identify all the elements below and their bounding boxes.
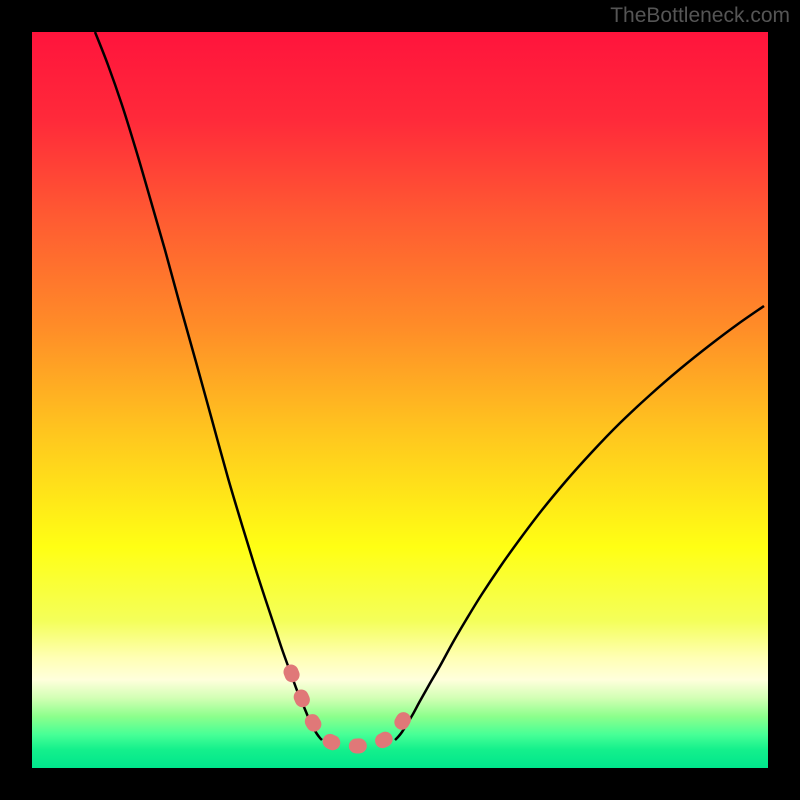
plot-area xyxy=(32,32,768,768)
chart-wrapper: TheBottleneck.com xyxy=(0,0,800,800)
bottleneck-chart xyxy=(0,0,800,800)
watermark-text: TheBottleneck.com xyxy=(610,4,790,28)
